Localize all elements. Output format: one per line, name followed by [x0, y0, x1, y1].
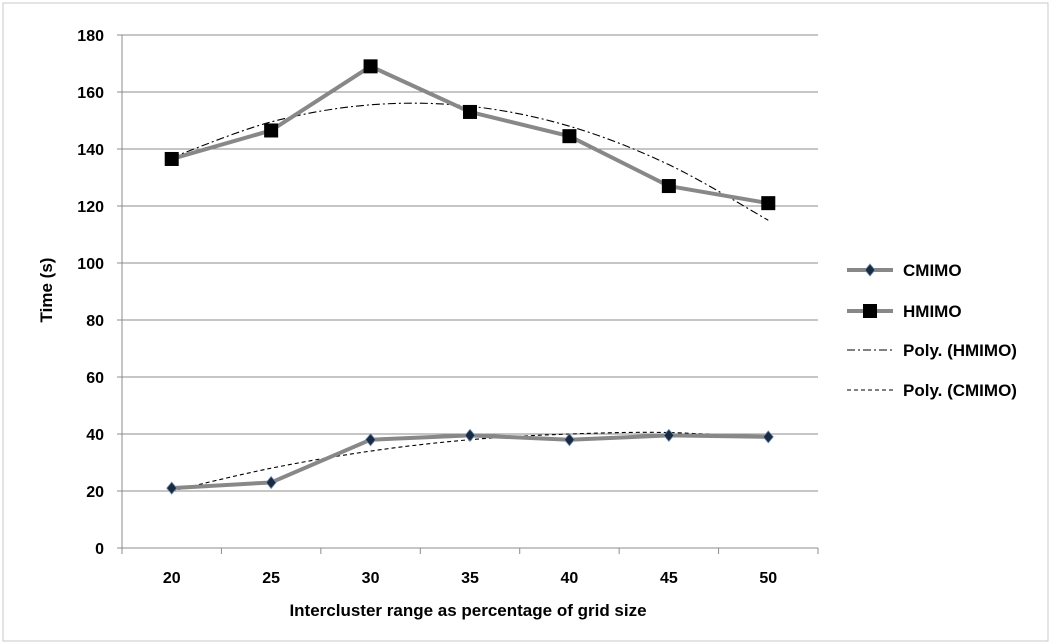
- data-point-cmimo: [265, 475, 277, 490]
- data-point-hmimo: [264, 123, 279, 138]
- legend-marker-hmimo: [863, 304, 877, 318]
- y-tick-label: 80: [86, 313, 104, 330]
- data-point-cmimo: [762, 430, 774, 444]
- data-point-hmimo: [761, 196, 776, 211]
- data-point-hmimo: [363, 59, 378, 74]
- data-point-hmimo: [463, 104, 477, 119]
- x-tick-label: 35: [461, 570, 479, 587]
- y-tick-label: 20: [86, 484, 104, 501]
- legend-marker-cmimo: [864, 263, 876, 277]
- series: [164, 59, 776, 495]
- y-tick-label: 60: [86, 370, 104, 387]
- data-point-cmimo: [166, 481, 178, 495]
- y-tick-label: 140: [77, 142, 104, 159]
- y-axis-title: Time (s): [37, 258, 56, 323]
- y-tick-label: 180: [77, 28, 104, 45]
- x-tick-label: 30: [362, 570, 380, 587]
- legend-label-hmimo: HMIMO: [903, 302, 962, 321]
- legend-label-poly-hmimo: Poly. (HMIMO): [903, 341, 1017, 360]
- data-point-cmimo: [563, 433, 575, 447]
- data-point-hmimo: [164, 151, 179, 166]
- data-point-hmimo: [661, 179, 676, 194]
- gridlines: [122, 34, 818, 492]
- x-tick-label: 45: [660, 570, 678, 587]
- x-tick-label: 25: [262, 570, 280, 587]
- data-point-cmimo: [663, 428, 675, 443]
- legend: CMIMO HMIMO Poly. (HMIMO) Poly. (CMIMO): [847, 261, 1017, 400]
- x-tick-label: 20: [163, 570, 181, 587]
- legend-label-cmimo: CMIMO: [903, 261, 962, 280]
- x-tick-label: 40: [561, 570, 579, 587]
- trendline-cmimo: [171, 431, 769, 492]
- x-axis-title: Intercluster range as percentage of grid…: [289, 601, 646, 620]
- x-tick-label: 50: [759, 570, 777, 587]
- data-point-cmimo: [464, 428, 476, 443]
- y-tick-label: 100: [77, 256, 104, 273]
- data-point-hmimo: [562, 129, 577, 144]
- legend-label-poly-cmimo: Poly. (CMIMO): [903, 381, 1017, 400]
- axes: 0 20 40 60 80 100 120 140 160 180 20 25 30 35 40 45 50: [77, 28, 819, 587]
- data-point-cmimo: [365, 433, 377, 447]
- y-tick-label: 120: [77, 199, 104, 216]
- y-tick-label: 160: [77, 85, 104, 102]
- y-tick-label: 40: [86, 427, 104, 444]
- y-tick-label: 0: [95, 541, 104, 558]
